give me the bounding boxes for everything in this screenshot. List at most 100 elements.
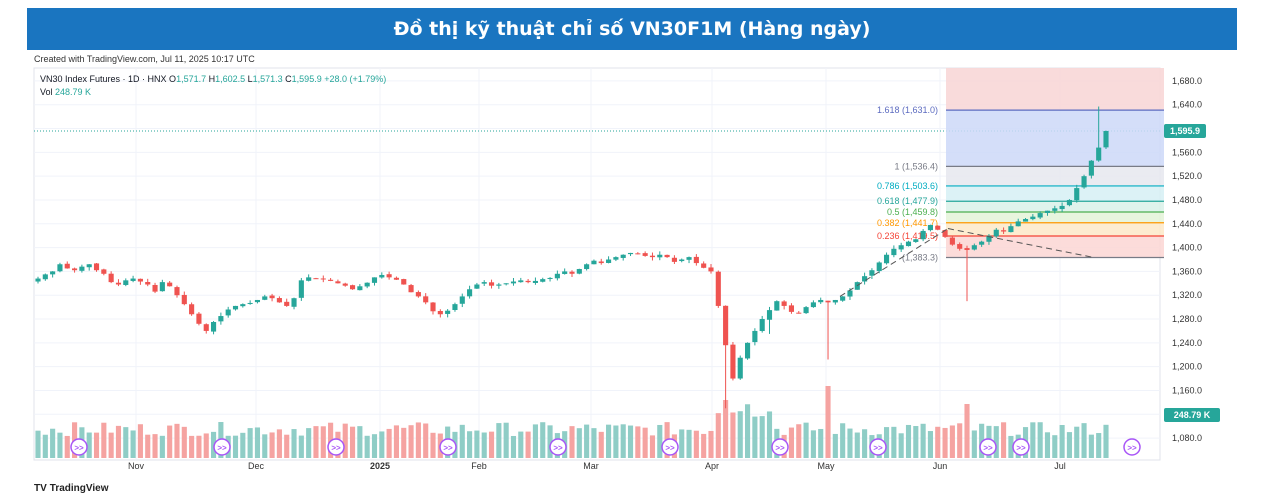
candle-body bbox=[591, 260, 597, 265]
candle bbox=[913, 239, 919, 243]
candle bbox=[598, 258, 604, 265]
candle bbox=[50, 271, 56, 278]
candle-body bbox=[620, 254, 626, 258]
candle bbox=[613, 256, 619, 262]
y-tick-label: 1,400.0 bbox=[1172, 243, 1202, 253]
volume-bar bbox=[591, 428, 597, 458]
candle-body bbox=[1037, 213, 1043, 218]
candle bbox=[766, 306, 773, 334]
candle-body bbox=[649, 255, 656, 258]
candle-body bbox=[686, 257, 692, 260]
trend-line-down bbox=[947, 228, 1096, 259]
candle-body bbox=[525, 280, 531, 283]
event-marker-glyph: >> bbox=[1127, 444, 1137, 453]
event-marker-icon: >> bbox=[979, 438, 997, 456]
volume-bar bbox=[1059, 424, 1065, 458]
volume-bar bbox=[1088, 434, 1094, 458]
x-tick-label: Feb bbox=[471, 461, 487, 471]
candle bbox=[1059, 202, 1065, 212]
candle-body bbox=[964, 248, 970, 250]
volume-bar bbox=[291, 429, 297, 458]
event-marker-circle bbox=[327, 438, 345, 456]
volume-bar bbox=[752, 416, 758, 458]
last-volume-tag bbox=[1164, 408, 1220, 422]
candle bbox=[79, 264, 85, 273]
candle bbox=[1074, 184, 1080, 203]
candle-body bbox=[474, 284, 480, 289]
candle-body bbox=[64, 263, 70, 269]
fib-level-label: (1,383.3) bbox=[902, 253, 938, 263]
fib-zone-top bbox=[946, 68, 1164, 111]
event-marker-glyph: >> bbox=[665, 444, 675, 453]
candle bbox=[964, 245, 970, 302]
candle-body bbox=[42, 274, 48, 280]
candle-body bbox=[159, 282, 165, 292]
volume-bar bbox=[1001, 422, 1007, 458]
volume-bar bbox=[349, 426, 356, 458]
volume-bar bbox=[50, 428, 56, 458]
volume-bar bbox=[825, 386, 831, 458]
volume-bar bbox=[488, 431, 495, 458]
event-marker-glyph: >> bbox=[331, 444, 341, 453]
candle bbox=[642, 251, 648, 257]
x-tick-label: Nov bbox=[128, 461, 145, 471]
event-marker-glyph: >> bbox=[983, 444, 993, 453]
candle bbox=[276, 296, 282, 303]
candle-body bbox=[818, 299, 824, 303]
fib-level-label: 0.236 (1,419.5) bbox=[877, 231, 938, 241]
volume-bar bbox=[745, 404, 751, 458]
candle bbox=[1001, 227, 1007, 234]
chart-grid bbox=[33, 67, 1161, 461]
volume-line: Vol 248.79 K bbox=[40, 87, 91, 97]
volume-bar bbox=[547, 425, 553, 458]
x-tick-label: Jun bbox=[933, 461, 948, 471]
event-marker-circle bbox=[771, 438, 789, 456]
event-marker-circle bbox=[979, 438, 997, 456]
candle-body bbox=[774, 301, 780, 311]
event-marker-glyph: >> bbox=[775, 444, 785, 453]
x-tick-label: Apr bbox=[705, 461, 719, 471]
candle-body bbox=[518, 280, 524, 283]
candle-body bbox=[254, 299, 261, 303]
volume-bar bbox=[979, 423, 985, 458]
volume-bar bbox=[320, 426, 326, 458]
candle-body bbox=[232, 305, 239, 310]
candle-body bbox=[898, 245, 904, 250]
candle-body bbox=[547, 277, 553, 279]
symbol-line-part: 1,602.5 bbox=[215, 74, 248, 84]
candle-body bbox=[123, 280, 129, 285]
candle bbox=[883, 252, 890, 265]
volume-bar bbox=[510, 435, 517, 458]
volume-bar bbox=[181, 426, 187, 458]
volume-bar bbox=[635, 426, 641, 458]
candle bbox=[679, 258, 685, 263]
candle bbox=[167, 281, 173, 287]
candle bbox=[949, 236, 955, 246]
candle-body bbox=[935, 225, 941, 230]
candle-body bbox=[1022, 219, 1029, 222]
candle-body bbox=[247, 302, 253, 304]
event-marker-circle bbox=[661, 438, 679, 456]
candle bbox=[284, 298, 290, 307]
y-tick-label: 1,560.0 bbox=[1172, 147, 1202, 157]
y-tick-label: 1,080.0 bbox=[1172, 433, 1202, 443]
candle-body bbox=[554, 273, 560, 279]
volume-bar bbox=[364, 435, 370, 458]
volume-bar bbox=[832, 433, 838, 458]
x-tick-label: Mar bbox=[583, 461, 599, 471]
candle bbox=[247, 300, 253, 305]
volume-line-value: 248.79 K bbox=[55, 87, 91, 97]
candle-body bbox=[1066, 199, 1072, 206]
volume-bar bbox=[920, 423, 926, 458]
volume-bar bbox=[379, 431, 385, 458]
volume-bar bbox=[1052, 435, 1058, 458]
volume-bar bbox=[1066, 432, 1072, 458]
candle bbox=[810, 300, 816, 308]
candle bbox=[232, 305, 239, 311]
candle bbox=[649, 252, 656, 261]
candle bbox=[196, 312, 202, 326]
x-tick-label: 2025 bbox=[370, 461, 390, 471]
candle bbox=[328, 278, 334, 282]
volume-line-label: Vol bbox=[40, 87, 55, 97]
